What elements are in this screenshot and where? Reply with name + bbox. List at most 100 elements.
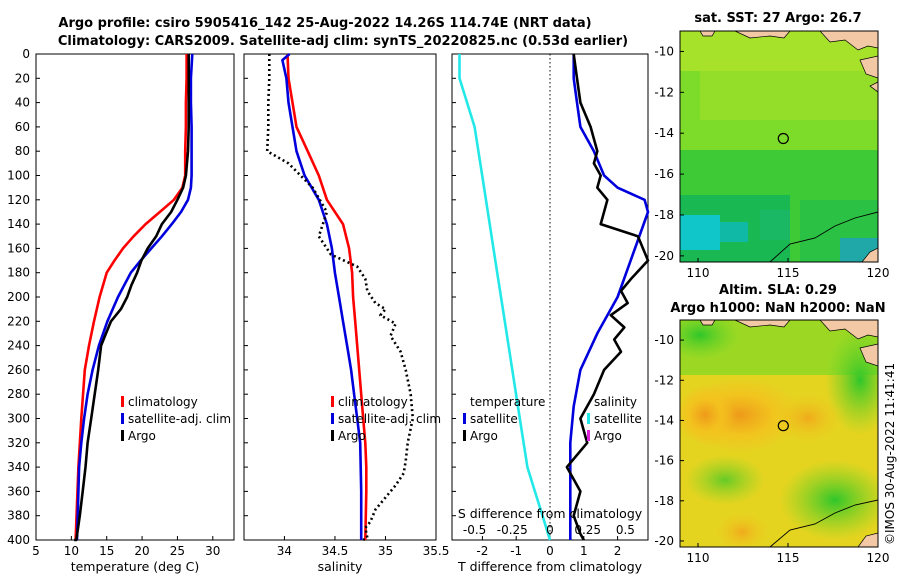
legend-label-climatology: climatology <box>338 395 408 409</box>
legend-label-satellite: satellite-adj. clim <box>338 412 441 426</box>
temperature-panel: 0 20 40 60 80 100 120 140 160 180 200 220 240 260 280 3… <box>7 47 235 574</box>
x-tick-label: 30 <box>205 544 220 558</box>
difference-legend-temperature: temperature satellite Argo <box>463 395 545 443</box>
legend-swatch-satellite <box>121 413 124 424</box>
lat-tick-label: -12 <box>654 373 674 387</box>
lat-tick-label: -16 <box>654 167 674 181</box>
legend-label-t-satellite: satellite <box>470 412 518 426</box>
x-tick-label: 20 <box>134 544 149 558</box>
salinity-panel: 34 34.5 35 35.5 salinity climatology satell… <box>243 53 450 574</box>
s-diff-tick-label: -0.25 <box>497 523 528 537</box>
series-line-argo-t <box>565 53 650 541</box>
legend-label-s-satellite: satellite <box>594 412 642 426</box>
legend-swatch-t-argo <box>463 430 466 441</box>
legend-label-climatology: climatology <box>128 395 198 409</box>
lat-tick-label: -18 <box>654 208 674 222</box>
depth-tick-label: 140 <box>7 217 30 231</box>
sst-map-frame <box>679 30 879 263</box>
x-tick-label: 35 <box>378 544 393 558</box>
s-difference-axis-label: S difference from climatology <box>458 506 643 521</box>
depth-tick-label: 160 <box>7 241 30 255</box>
figure-title-line2: Climatology: CARS2009. Satellite-adj cli… <box>58 34 628 49</box>
legend-swatch-t-satellite <box>463 413 466 424</box>
x-tick-label: -1 <box>510 544 522 558</box>
series-line-satellite-adj-clim <box>281 53 363 540</box>
series-line-satellite-t <box>568 54 650 540</box>
sla-map-ticks: -10 -12 -14 -16 -18 -20 110 115 120 <box>654 333 889 565</box>
x-tick-label: -2 <box>476 544 488 558</box>
x-tick-label: 35.5 <box>423 544 450 558</box>
legend-swatch-s-argo <box>587 430 590 441</box>
s-diff-tick-label: 0.25 <box>574 523 601 537</box>
series-line-argo <box>265 54 415 542</box>
difference-legend-salinity: salinity satellite Argo <box>587 395 642 443</box>
x-tick-label: 15 <box>99 544 114 558</box>
lon-tick-label: 110 <box>687 551 710 565</box>
lon-tick-label: 110 <box>687 266 710 280</box>
sst-field <box>680 31 878 262</box>
sst-map-panel: sat. SST: 27 Argo: 26.7 -10-12-14-16-18-… <box>654 11 889 280</box>
depth-tick-label: 220 <box>7 314 30 328</box>
legend-swatch-climatology <box>331 396 334 407</box>
legend-label-t-argo: Argo <box>470 429 498 443</box>
sst-argo-location-marker <box>777 132 789 145</box>
depth-tick-label: 300 <box>7 412 30 426</box>
figure-title-line1: Argo profile: csiro 5905416_142 25-Aug-2… <box>58 16 591 31</box>
sla-map-title-line2: Argo h1000: NaN h2000: NaN <box>670 301 885 316</box>
x-tick-label: 0 <box>546 544 554 558</box>
sst-map-ticks: -10 -12 -14 -16 -18 -20 110 115 120 <box>654 44 889 280</box>
lon-tick-label: 115 <box>777 266 800 280</box>
s-diff-tick-label: 0.5 <box>616 523 635 537</box>
legend-swatch-satellite <box>331 413 334 424</box>
x-tick-label: 34 <box>277 544 292 558</box>
legend-label-satellite: satellite-adj. clim <box>128 412 231 426</box>
depth-tick-label: 80 <box>15 144 30 158</box>
sla-argo-location-marker <box>777 420 789 432</box>
x-tick-label: 2 <box>614 544 622 558</box>
depth-tick-label: 60 <box>15 120 30 134</box>
depth-tick-label: 280 <box>7 387 30 401</box>
depth-tick-label: 360 <box>7 484 30 498</box>
depth-tick-label: 40 <box>15 96 30 110</box>
depth-tick-label: 180 <box>7 266 30 280</box>
depth-tick-label: 120 <box>7 193 30 207</box>
depth-tick-label: 240 <box>7 339 30 353</box>
x-tick-label: 1 <box>580 544 588 558</box>
t-difference-axis-label: T difference from climatology <box>457 559 643 574</box>
lat-tick-label: -18 <box>654 494 674 508</box>
salinity-axis-label: salinity <box>318 559 363 574</box>
sla-map-frame <box>679 319 879 548</box>
series-line-argo <box>74 54 190 542</box>
temperature-axis-ticks: 5 10 15 20 25 30 <box>32 536 220 558</box>
x-tick-label: 5 <box>32 544 40 558</box>
depth-tick-label: 400 <box>7 533 30 547</box>
series-line-climatology <box>74 54 188 541</box>
lon-tick-label: 115 <box>777 551 800 565</box>
legend-swatch-argo <box>331 430 334 441</box>
lat-tick-label: -14 <box>654 126 674 140</box>
s-diff-tick-label: -0.5 <box>463 523 486 537</box>
lat-tick-label: -20 <box>654 534 674 548</box>
lat-tick-label: -10 <box>654 44 674 58</box>
legend-label-argo: Argo <box>128 429 156 443</box>
depth-tick-label: 260 <box>7 363 30 377</box>
depth-tick-label: 0 <box>22 47 30 61</box>
lat-tick-label: -14 <box>654 413 674 427</box>
sla-field <box>680 320 878 547</box>
series-line-satellite-adj-clim <box>75 53 194 541</box>
legend-label-argo: Argo <box>338 429 366 443</box>
difference-panel: -2 -1 0 1 2 T difference from climatology S … <box>451 53 650 574</box>
temperature-axes-frame <box>35 53 235 541</box>
legend-swatch-s-satellite <box>587 413 590 424</box>
legend-swatch-argo <box>121 430 124 441</box>
sst-map-title: sat. SST: 27 Argo: 26.7 <box>694 11 861 26</box>
temperature-axis-label: temperature (deg C) <box>71 559 200 574</box>
temperature-legend: climatology satellite-adj. clim Argo <box>121 395 231 443</box>
legend-label-s-argo: Argo <box>594 429 622 443</box>
series-line-climatology <box>286 53 368 541</box>
depth-tick-label: 200 <box>7 290 30 304</box>
legend-swatch-climatology <box>121 396 124 407</box>
salinity-depth-ticks <box>244 53 248 541</box>
sla-map-title-line1: Altim. SLA: 0.29 <box>719 283 837 298</box>
lon-tick-label: 120 <box>867 266 890 280</box>
